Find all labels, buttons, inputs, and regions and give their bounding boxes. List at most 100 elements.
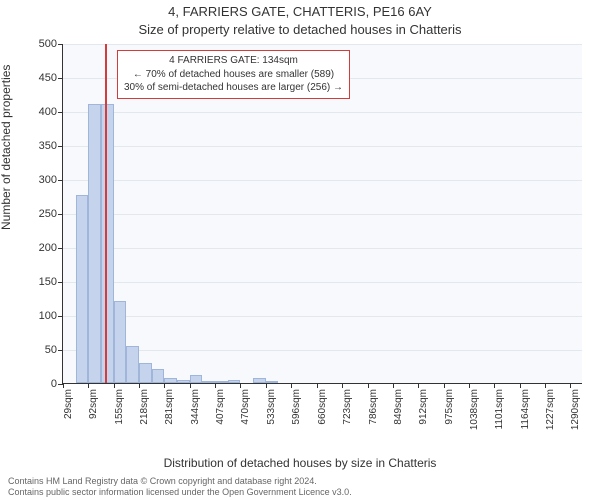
x-tick-label: 218sqm — [139, 389, 150, 425]
y-tick-label: 300 — [39, 174, 57, 186]
y-tick-mark — [58, 214, 63, 215]
histogram-bar — [253, 378, 266, 383]
annotation-line-3: 30% of semi-detached houses are larger (… — [124, 81, 343, 95]
x-tick-label: 849sqm — [393, 389, 404, 425]
x-tick-label: 407sqm — [215, 389, 226, 425]
y-tick-mark — [58, 350, 63, 351]
gridline — [63, 44, 582, 45]
x-tick-mark — [342, 383, 343, 388]
histogram-bar — [126, 346, 139, 383]
x-tick-mark — [139, 383, 140, 388]
histogram-bar — [152, 369, 165, 383]
x-tick-label: 1227sqm — [545, 389, 556, 430]
footer-line-2: Contains public sector information licen… — [8, 487, 352, 498]
x-tick-mark — [545, 383, 546, 388]
x-tick-mark — [63, 383, 64, 388]
y-tick-label: 0 — [51, 378, 57, 390]
y-tick-mark — [58, 180, 63, 181]
x-tick-mark — [494, 383, 495, 388]
attribution-footer: Contains HM Land Registry data © Crown c… — [8, 476, 352, 499]
x-tick-mark — [291, 383, 292, 388]
x-tick-label: 1101sqm — [494, 389, 505, 429]
x-tick-mark — [469, 383, 470, 388]
y-tick-mark — [58, 146, 63, 147]
x-tick-mark — [418, 383, 419, 388]
footer-line-1: Contains HM Land Registry data © Crown c… — [8, 476, 352, 487]
y-tick-label: 450 — [39, 72, 57, 84]
x-tick-label: 660sqm — [317, 389, 328, 425]
y-tick-mark — [58, 112, 63, 113]
histogram-bar — [202, 381, 215, 383]
y-tick-label: 50 — [45, 344, 57, 356]
x-axis-label: Distribution of detached houses by size … — [0, 456, 600, 470]
histogram-bar — [88, 104, 101, 383]
y-tick-label: 150 — [39, 276, 57, 288]
x-tick-label: 596sqm — [291, 389, 302, 425]
histogram-bar — [164, 378, 177, 383]
x-tick-mark — [520, 383, 521, 388]
histogram-bar — [139, 363, 152, 383]
x-tick-label: 723sqm — [342, 389, 353, 425]
gridline — [63, 248, 582, 249]
y-tick-mark — [58, 248, 63, 249]
x-tick-label: 92sqm — [88, 389, 99, 419]
x-tick-label: 281sqm — [164, 389, 175, 425]
x-tick-mark — [88, 383, 89, 388]
y-tick-mark — [58, 316, 63, 317]
y-tick-label: 100 — [39, 310, 57, 322]
y-tick-label: 500 — [39, 38, 57, 50]
x-tick-mark — [570, 383, 571, 388]
chart-title-address: 4, FARRIERS GATE, CHATTERIS, PE16 6AY — [0, 4, 600, 19]
histogram-bar — [114, 301, 127, 383]
y-tick-mark — [58, 282, 63, 283]
x-tick-label: 912sqm — [418, 389, 429, 425]
histogram-bar — [101, 104, 114, 383]
histogram-bar — [177, 380, 190, 383]
x-tick-label: 155sqm — [114, 389, 125, 425]
plot-area: 05010015020025030035040045050029sqm92sqm… — [62, 44, 582, 384]
histogram-bar — [228, 380, 241, 383]
y-tick-label: 250 — [39, 208, 57, 220]
x-tick-label: 344sqm — [190, 389, 201, 425]
x-tick-label: 1038sqm — [469, 389, 480, 430]
gridline — [63, 146, 582, 147]
y-axis-label: Number of detached properties — [0, 65, 13, 230]
y-tick-label: 400 — [39, 106, 57, 118]
gridline — [63, 112, 582, 113]
x-tick-mark — [444, 383, 445, 388]
x-tick-mark — [317, 383, 318, 388]
x-tick-label: 29sqm — [63, 389, 74, 419]
histogram-bar — [215, 381, 228, 383]
histogram-bar — [266, 381, 279, 383]
annotation-box: 4 FARRIERS GATE: 134sqm← 70% of detached… — [117, 50, 350, 99]
x-tick-mark — [164, 383, 165, 388]
x-tick-label: 533sqm — [266, 389, 277, 425]
gridline — [63, 282, 582, 283]
x-tick-mark — [266, 383, 267, 388]
y-tick-mark — [58, 78, 63, 79]
chart-subtitle: Size of property relative to detached ho… — [0, 22, 600, 37]
x-tick-mark — [215, 383, 216, 388]
histogram-bar — [190, 375, 203, 383]
gridline — [63, 180, 582, 181]
figure-root: 4, FARRIERS GATE, CHATTERIS, PE16 6AY Si… — [0, 0, 600, 500]
y-tick-label: 350 — [39, 140, 57, 152]
x-tick-label: 975sqm — [444, 389, 455, 425]
x-tick-mark — [190, 383, 191, 388]
property-marker-line — [105, 44, 107, 383]
x-tick-mark — [114, 383, 115, 388]
annotation-line-1: 4 FARRIERS GATE: 134sqm — [124, 54, 343, 68]
x-tick-mark — [393, 383, 394, 388]
x-tick-mark — [240, 383, 241, 388]
y-tick-label: 200 — [39, 242, 57, 254]
x-tick-mark — [368, 383, 369, 388]
x-tick-label: 1164sqm — [520, 389, 531, 429]
gridline — [63, 350, 582, 351]
x-tick-label: 470sqm — [240, 389, 251, 425]
annotation-line-2: ← 70% of detached houses are smaller (58… — [124, 68, 343, 82]
x-tick-label: 1290sqm — [570, 389, 581, 430]
gridline — [63, 316, 582, 317]
histogram-bar — [76, 195, 89, 383]
gridline — [63, 214, 582, 215]
x-tick-label: 786sqm — [368, 389, 379, 425]
